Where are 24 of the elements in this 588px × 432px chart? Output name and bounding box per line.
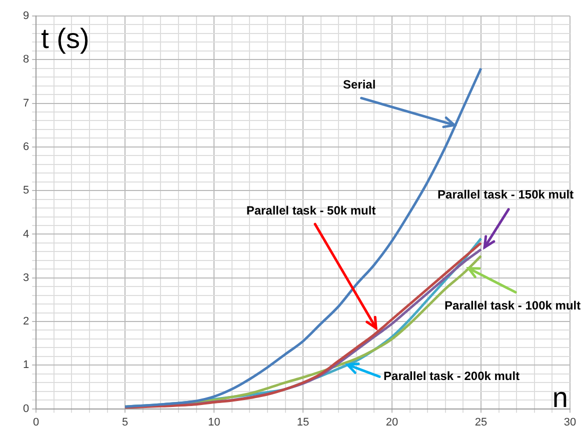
y-tick-label: 6: [22, 140, 30, 153]
y-tick-label: 1: [22, 359, 30, 372]
y-tick-label: 4: [22, 228, 30, 240]
y-tick-label: 8: [22, 54, 30, 66]
annotation: Parallel task - 150k mult: [438, 188, 574, 202]
y-tick-label: 2: [22, 316, 30, 328]
x-tick-label: 20: [386, 416, 398, 428]
y-tick-label: 3: [22, 272, 30, 284]
annotation: Parallel task - 100k mult: [444, 298, 581, 313]
annotation: Serial: [342, 77, 376, 92]
y-tick-label: 7: [22, 97, 30, 110]
y-tick-label: 5: [22, 184, 30, 197]
y-axis-title: t (s): [41, 23, 90, 54]
y-tick-label: 9: [22, 10, 30, 22]
x-axis-title: n: [552, 382, 568, 413]
x-tick-label: 10: [208, 416, 220, 428]
y-tick-label: 0: [22, 402, 30, 415]
x-tick-label: 5: [122, 416, 128, 428]
annotation: Parallel task - 200k mult: [384, 369, 520, 384]
annotation: Parallel task - 50k mult: [246, 203, 376, 218]
x-tick-label: 15: [296, 416, 310, 428]
x-tick-label: 0: [33, 416, 40, 428]
x-tick-label: 30: [564, 416, 576, 428]
x-tick-label: 25: [474, 416, 488, 428]
